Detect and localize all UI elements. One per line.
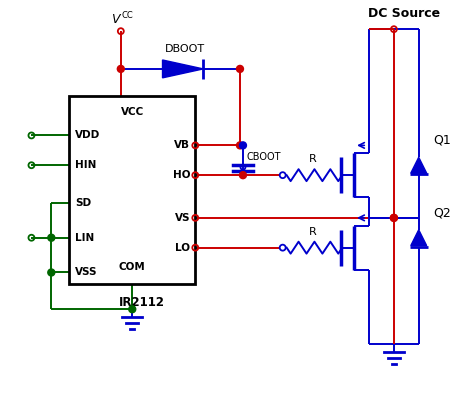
Text: CBOOT: CBOOT: [247, 152, 282, 162]
Text: LIN: LIN: [75, 233, 94, 243]
Text: LO: LO: [175, 243, 191, 253]
Text: VB: VB: [174, 140, 191, 150]
Circle shape: [239, 172, 246, 179]
Circle shape: [237, 142, 244, 149]
Text: VCC: VCC: [120, 107, 144, 117]
Circle shape: [391, 215, 397, 221]
Circle shape: [48, 234, 55, 241]
Text: HO: HO: [173, 170, 191, 180]
Circle shape: [237, 65, 244, 72]
Text: DC Source: DC Source: [368, 7, 440, 20]
Text: DBOOT: DBOOT: [165, 44, 205, 54]
Polygon shape: [163, 60, 203, 78]
Text: CC: CC: [122, 11, 134, 20]
Text: HIN: HIN: [75, 160, 97, 170]
Text: Q2: Q2: [434, 207, 451, 219]
Polygon shape: [411, 230, 427, 246]
Text: VDD: VDD: [75, 131, 100, 140]
Circle shape: [48, 269, 55, 276]
Text: IR2112: IR2112: [119, 296, 165, 309]
Text: V: V: [111, 13, 120, 26]
Circle shape: [391, 215, 397, 221]
Text: VSS: VSS: [75, 267, 98, 277]
Text: VS: VS: [175, 213, 191, 223]
Bar: [69, 96, 195, 285]
Polygon shape: [411, 157, 427, 173]
Text: R: R: [309, 227, 316, 237]
Text: Q1: Q1: [434, 134, 451, 147]
Circle shape: [129, 306, 136, 313]
Text: COM: COM: [119, 261, 146, 271]
Circle shape: [118, 65, 124, 72]
Text: R: R: [309, 154, 316, 164]
Text: SD: SD: [75, 198, 91, 208]
Circle shape: [239, 142, 246, 149]
